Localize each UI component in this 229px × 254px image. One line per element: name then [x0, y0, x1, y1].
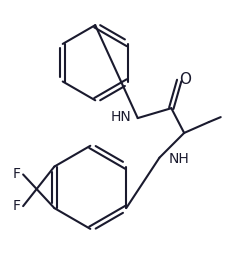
Text: O: O	[178, 72, 190, 87]
Text: F: F	[12, 199, 20, 213]
Text: F: F	[12, 167, 20, 181]
Text: HN: HN	[110, 110, 130, 124]
Text: NH: NH	[168, 152, 188, 166]
